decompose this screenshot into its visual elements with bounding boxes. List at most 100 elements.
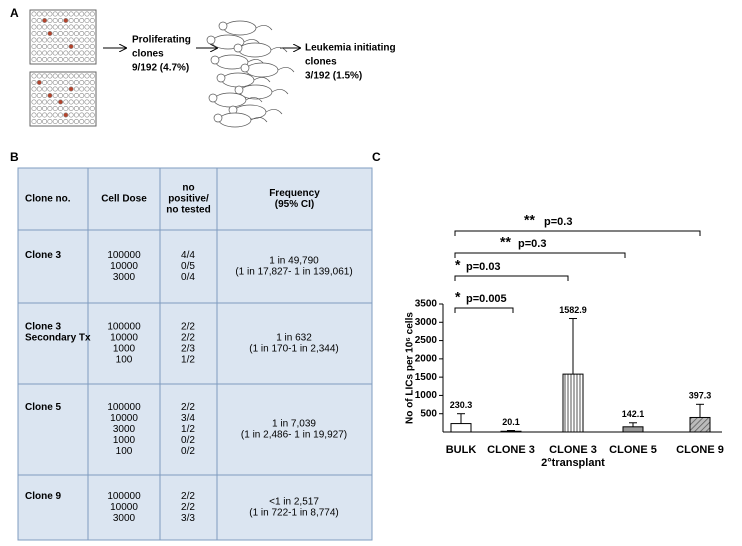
- well: [31, 24, 37, 30]
- mouse: [218, 112, 252, 128]
- significance-stars: **: [524, 212, 535, 228]
- mouse-head: [208, 93, 218, 103]
- well: [31, 11, 37, 17]
- well: [57, 106, 63, 112]
- p-value: p=0.3: [544, 216, 572, 228]
- value-label: 142.1: [622, 409, 645, 419]
- well: [84, 86, 90, 92]
- well: [79, 30, 85, 36]
- well: [68, 73, 74, 79]
- well: [84, 24, 90, 30]
- well: [63, 112, 69, 118]
- mouse-head: [206, 35, 216, 45]
- well: [42, 86, 48, 92]
- dose-cell: 10000: [110, 261, 138, 272]
- panel-label: A: [10, 6, 19, 20]
- frequency-cell: <1 in 2,517: [269, 497, 319, 508]
- bar: [689, 416, 711, 433]
- mouse-tail: [277, 67, 295, 73]
- well: [79, 106, 85, 112]
- well: [79, 86, 85, 92]
- well: [52, 112, 58, 118]
- well: [73, 86, 79, 92]
- mouse-tail: [255, 25, 273, 31]
- well: [79, 56, 85, 62]
- well: [73, 73, 79, 79]
- value-label: 230.3: [450, 400, 473, 410]
- mouse: [221, 72, 255, 88]
- well: [63, 50, 69, 56]
- well: [89, 106, 95, 112]
- well: [89, 73, 95, 79]
- clone-cell: Clone 3: [25, 322, 62, 333]
- well: [68, 80, 74, 86]
- well: [79, 99, 85, 105]
- well: [57, 93, 63, 99]
- well: [36, 43, 42, 49]
- header-cell: no: [182, 183, 194, 194]
- header-cell: positive/: [168, 194, 209, 205]
- well: [52, 106, 58, 112]
- well: [57, 119, 63, 125]
- y-tick-label: 1500: [415, 372, 438, 383]
- well: [52, 37, 58, 43]
- mouse-tail: [265, 109, 283, 115]
- well: [42, 119, 48, 125]
- dose-cell: 1000: [113, 344, 136, 355]
- ratio-cell: 1/2: [181, 424, 195, 435]
- dose-cell: 100000: [107, 402, 141, 413]
- well: [89, 80, 95, 86]
- well: [36, 24, 42, 30]
- well: [84, 11, 90, 17]
- well: [47, 106, 53, 112]
- frequency-cell: (1 in 170-1 in 2,344): [249, 344, 339, 355]
- well: [84, 37, 90, 43]
- well: [79, 43, 85, 49]
- well: [31, 99, 37, 105]
- well: [57, 99, 63, 105]
- well: [52, 56, 58, 62]
- frequency-cell: (1 in 2,486- 1 in 19,927): [241, 430, 347, 441]
- well: [79, 112, 85, 118]
- mouse-head: [240, 63, 250, 73]
- well: [42, 80, 48, 86]
- well: [79, 73, 85, 79]
- mouse-head: [218, 21, 228, 31]
- well: [63, 86, 69, 92]
- well: [79, 24, 85, 30]
- well: [47, 73, 53, 79]
- well: [63, 56, 69, 62]
- well: [31, 37, 37, 43]
- well: [73, 80, 79, 86]
- value-label: 397.3: [689, 391, 712, 401]
- well: [57, 80, 63, 86]
- header-cell: (95% CI): [275, 199, 314, 210]
- well: [63, 73, 69, 79]
- well: [36, 50, 42, 56]
- value-label: 20.1: [502, 417, 520, 427]
- well: [79, 37, 85, 43]
- well: [52, 30, 58, 36]
- well: [36, 106, 42, 112]
- well: [52, 17, 58, 23]
- well: [36, 30, 42, 36]
- well: [79, 11, 85, 17]
- well: [42, 30, 48, 36]
- well: [36, 11, 42, 17]
- frequency-cell: (1 in 722-1 in 8,774): [249, 508, 339, 519]
- mouse-head: [216, 73, 226, 83]
- ratio-cell: 2/2: [181, 402, 195, 413]
- well: [68, 30, 74, 36]
- significance-bracket: [454, 252, 626, 258]
- well: [84, 80, 90, 86]
- well: [73, 17, 79, 23]
- y-tick-label: 3000: [415, 317, 438, 328]
- ratio-cell: 0/5: [181, 261, 195, 272]
- header-cell: no tested: [166, 205, 210, 216]
- well: [52, 24, 58, 30]
- well: [31, 93, 37, 99]
- dose-cell: 10000: [110, 333, 138, 344]
- well: [47, 11, 53, 17]
- well: [89, 112, 95, 118]
- well: [47, 80, 53, 86]
